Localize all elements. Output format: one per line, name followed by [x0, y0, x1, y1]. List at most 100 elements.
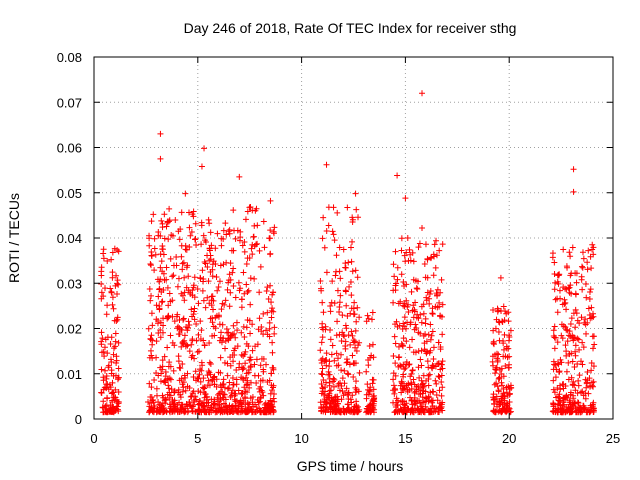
data-point: [587, 286, 594, 293]
data-point: [330, 397, 337, 404]
data-point: [495, 329, 502, 336]
data-point: [185, 318, 192, 325]
data-point: [152, 251, 159, 258]
data-point: [321, 244, 328, 251]
data-point: [429, 310, 436, 317]
data-point: [149, 408, 156, 415]
data-point: [175, 353, 182, 360]
data-point: [271, 330, 278, 337]
data-point: [562, 342, 569, 349]
data-point: [432, 303, 439, 310]
data-point: [148, 384, 155, 391]
data-point: [108, 256, 115, 263]
data-point: [210, 297, 217, 304]
data-point: [500, 303, 507, 310]
data-point: [337, 275, 344, 282]
data-point: [148, 262, 155, 269]
data-point: [109, 379, 116, 386]
data-point: [148, 310, 155, 317]
data-point: [578, 314, 585, 321]
data-point: [401, 314, 408, 321]
data-point: [585, 247, 592, 254]
data-point: [177, 391, 184, 398]
data-point: [170, 367, 177, 374]
data-point: [169, 339, 176, 346]
data-point: [160, 287, 167, 294]
data-point: [336, 268, 343, 275]
data-point: [408, 288, 415, 295]
data-point: [501, 397, 508, 404]
data-point: [584, 259, 591, 266]
data-points: [98, 90, 598, 416]
data-point: [337, 351, 344, 358]
data-point: [220, 235, 227, 242]
data-point: [186, 224, 193, 231]
data-point: [563, 368, 570, 375]
data-point: [146, 285, 153, 292]
data-point: [268, 370, 275, 377]
data-point: [421, 261, 428, 268]
data-point: [230, 358, 237, 365]
data-point: [109, 274, 116, 281]
data-point: [353, 347, 360, 354]
data-point: [261, 404, 268, 411]
data-point: [147, 393, 154, 400]
data-point: [557, 386, 564, 393]
data-point: [347, 310, 354, 317]
data-point: [187, 232, 194, 239]
data-point: [205, 278, 212, 285]
data-point: [566, 284, 573, 291]
data-point: [507, 409, 514, 416]
data-point: [326, 371, 333, 378]
data-point: [590, 407, 597, 414]
data-point: [200, 403, 207, 410]
data-point: [98, 390, 105, 397]
data-point: [185, 273, 192, 280]
data-point: [200, 232, 207, 239]
data-point: [575, 377, 582, 384]
data-point: [198, 219, 205, 226]
data-point: [349, 214, 356, 221]
data-point: [435, 409, 442, 416]
data-point: [328, 387, 334, 394]
data-point: [323, 350, 330, 357]
chart-title: Day 246 of 2018, Rate Of TEC Index for r…: [184, 20, 517, 36]
data-point: [253, 379, 260, 386]
data-point: [201, 407, 208, 414]
data-point: [498, 379, 505, 386]
data-point: [188, 228, 195, 235]
data-point: [178, 375, 185, 382]
data-point: [247, 301, 254, 308]
data-point: [572, 348, 579, 355]
data-point: [230, 282, 237, 289]
data-point: [579, 286, 586, 293]
data-point: [236, 287, 243, 294]
data-point: [105, 364, 112, 371]
data-point: [190, 311, 197, 318]
data-point: [571, 400, 578, 407]
data-point: [182, 405, 189, 412]
data-point: [322, 323, 329, 330]
data-point: [221, 391, 228, 398]
data-point: [242, 399, 249, 406]
data-point: [249, 207, 256, 214]
data-point: [494, 383, 501, 390]
data-point: [343, 385, 350, 392]
data-point: [319, 365, 326, 372]
data-point: [161, 353, 168, 360]
data-point: [413, 383, 420, 390]
data-point: [186, 321, 193, 328]
data-point: [565, 285, 572, 292]
data-point: [351, 299, 358, 306]
data-point: [210, 306, 217, 313]
data-point: [407, 321, 414, 328]
data-point: [246, 357, 253, 364]
data-point: [586, 288, 593, 295]
data-point: [410, 258, 417, 265]
data-point: [403, 359, 410, 366]
data-point: [334, 287, 341, 294]
data-point: [408, 406, 415, 413]
data-point: [255, 399, 262, 406]
data-point: [415, 348, 422, 355]
data-point: [179, 260, 186, 267]
